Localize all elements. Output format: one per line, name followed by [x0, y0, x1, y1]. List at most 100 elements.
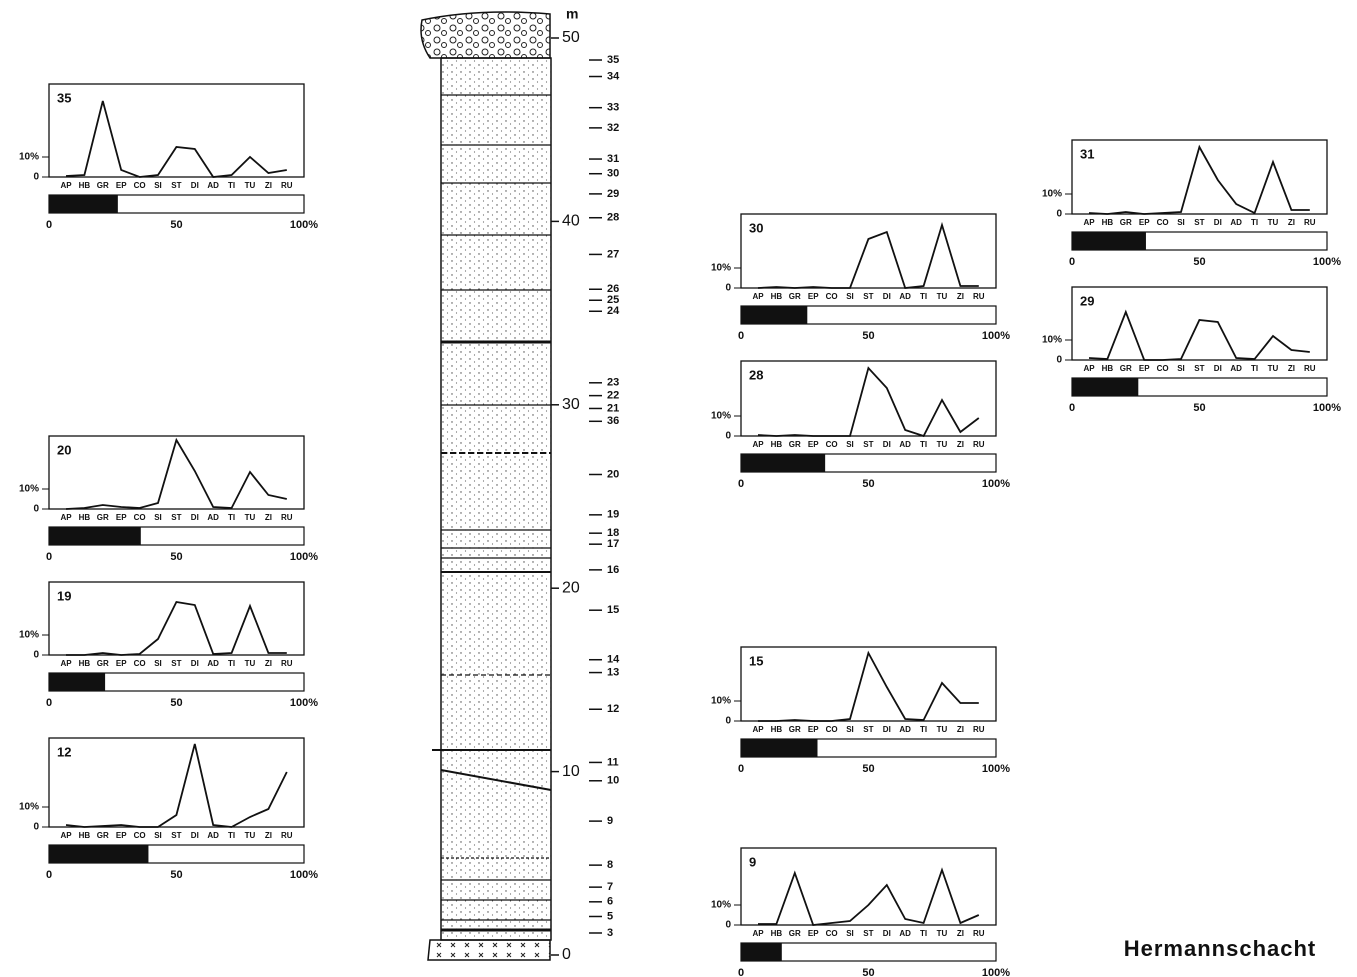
- category-label: AP: [752, 725, 764, 734]
- category-label: DI: [1214, 218, 1222, 227]
- spectrum-line: [1088, 144, 1310, 215]
- sample-label: 35: [607, 54, 619, 66]
- panel-title: 20: [57, 442, 71, 457]
- sample-label: 32: [607, 122, 619, 134]
- category-label: ST: [863, 440, 873, 449]
- sample-label: 27: [607, 248, 619, 260]
- category-label: SI: [154, 659, 162, 668]
- category-label: RU: [281, 181, 293, 190]
- opaque-bar: [741, 306, 808, 324]
- sample-label: 11: [607, 756, 619, 768]
- spectrum-line: [65, 437, 287, 510]
- sample-label: 33: [607, 102, 619, 114]
- category-label: SI: [846, 929, 854, 938]
- panel-title: 29: [1080, 293, 1094, 308]
- category-label: SI: [154, 181, 162, 190]
- sample-label: 30: [607, 168, 619, 180]
- category-label: GR: [789, 725, 801, 734]
- category-label: TI: [228, 659, 235, 668]
- category-label: TU: [245, 513, 256, 522]
- category-label: HB: [1102, 364, 1114, 373]
- y-tick-label: 0: [725, 716, 731, 727]
- category-label: HB: [771, 440, 783, 449]
- y-tick-label: 0: [725, 283, 731, 294]
- category-label: AD: [899, 292, 911, 301]
- category-label: ZI: [265, 513, 272, 522]
- category-label: EP: [808, 725, 819, 734]
- category-label: ZI: [957, 725, 964, 734]
- bar-tick-label: 100%: [982, 478, 1010, 490]
- sample-label: 36: [607, 415, 619, 427]
- category-label: DI: [1214, 364, 1222, 373]
- category-label: TI: [1251, 364, 1258, 373]
- depth-label: 20: [562, 579, 580, 596]
- depth-label: 0: [562, 946, 571, 963]
- bar-tick-label: 50: [862, 330, 874, 342]
- basement: [427, 939, 551, 961]
- bar-tick-label: 50: [1193, 256, 1205, 268]
- y-tick-label: 0: [725, 920, 731, 931]
- opaque-bar: [741, 739, 818, 757]
- panel-title: 28: [749, 367, 763, 382]
- bar-tick-label: 100%: [1313, 256, 1341, 268]
- category-label: CO: [826, 725, 838, 734]
- y-tick-label: 0: [33, 650, 39, 661]
- category-label: TU: [245, 659, 256, 668]
- bar-tick-label: 100%: [1313, 402, 1341, 414]
- y-tick-label: 0: [33, 504, 39, 515]
- sample-label: 23: [607, 377, 619, 389]
- category-label: DI: [883, 929, 891, 938]
- sample-label: 16: [607, 564, 619, 576]
- sample-label: 10: [607, 775, 619, 787]
- bar-tick-label: 0: [1069, 256, 1075, 268]
- bar-tick-label: 50: [862, 763, 874, 775]
- bar-tick-label: 100%: [982, 763, 1010, 775]
- category-label: AD: [1230, 218, 1242, 227]
- opaque-bar: [741, 943, 782, 961]
- category-label: GR: [97, 181, 109, 190]
- category-label: CO: [826, 929, 838, 938]
- panel-title: 30: [749, 220, 763, 235]
- panel-frame: [1071, 286, 1328, 361]
- category-label: ST: [171, 513, 181, 522]
- figure-title: Hermannschacht: [1124, 936, 1317, 961]
- spectrum-line: [65, 743, 288, 828]
- category-label: AP: [60, 831, 72, 840]
- category-label: ZI: [957, 929, 964, 938]
- y-tick-label: 10%: [19, 484, 39, 495]
- category-label: AD: [1230, 364, 1242, 373]
- category-label: RU: [1304, 364, 1316, 373]
- category-label: CO: [134, 831, 146, 840]
- opaque-bar: [1072, 232, 1146, 250]
- spectrum-line: [757, 221, 979, 289]
- category-label: AD: [207, 513, 219, 522]
- spectrum-line: [1088, 309, 1310, 361]
- category-label: ST: [171, 181, 181, 190]
- category-label: TI: [920, 929, 927, 938]
- sample-label: 18: [607, 527, 619, 539]
- category-label: ST: [863, 292, 873, 301]
- panel-frame: [48, 581, 305, 656]
- category-label: AP: [60, 513, 72, 522]
- category-label: RU: [281, 513, 293, 522]
- category-label: HB: [771, 725, 783, 734]
- strat-column: [420, 11, 552, 961]
- category-label: GR: [789, 929, 801, 938]
- category-label: TU: [245, 181, 256, 190]
- sample-label: 22: [607, 390, 619, 402]
- panel-title: 15: [749, 653, 763, 668]
- category-label: AP: [752, 440, 764, 449]
- category-label: GR: [97, 831, 109, 840]
- bar-tick-label: 0: [738, 763, 744, 775]
- category-label: ST: [863, 929, 873, 938]
- bar-tick-label: 0: [46, 697, 52, 709]
- category-label: TU: [937, 929, 948, 938]
- category-label: TI: [228, 831, 235, 840]
- category-label: RU: [973, 440, 985, 449]
- bar-tick-label: 0: [46, 869, 52, 881]
- sample-label: 7: [607, 881, 613, 893]
- panel-frame: [48, 435, 305, 510]
- category-label: TI: [920, 725, 927, 734]
- sample-label: 24: [607, 305, 620, 317]
